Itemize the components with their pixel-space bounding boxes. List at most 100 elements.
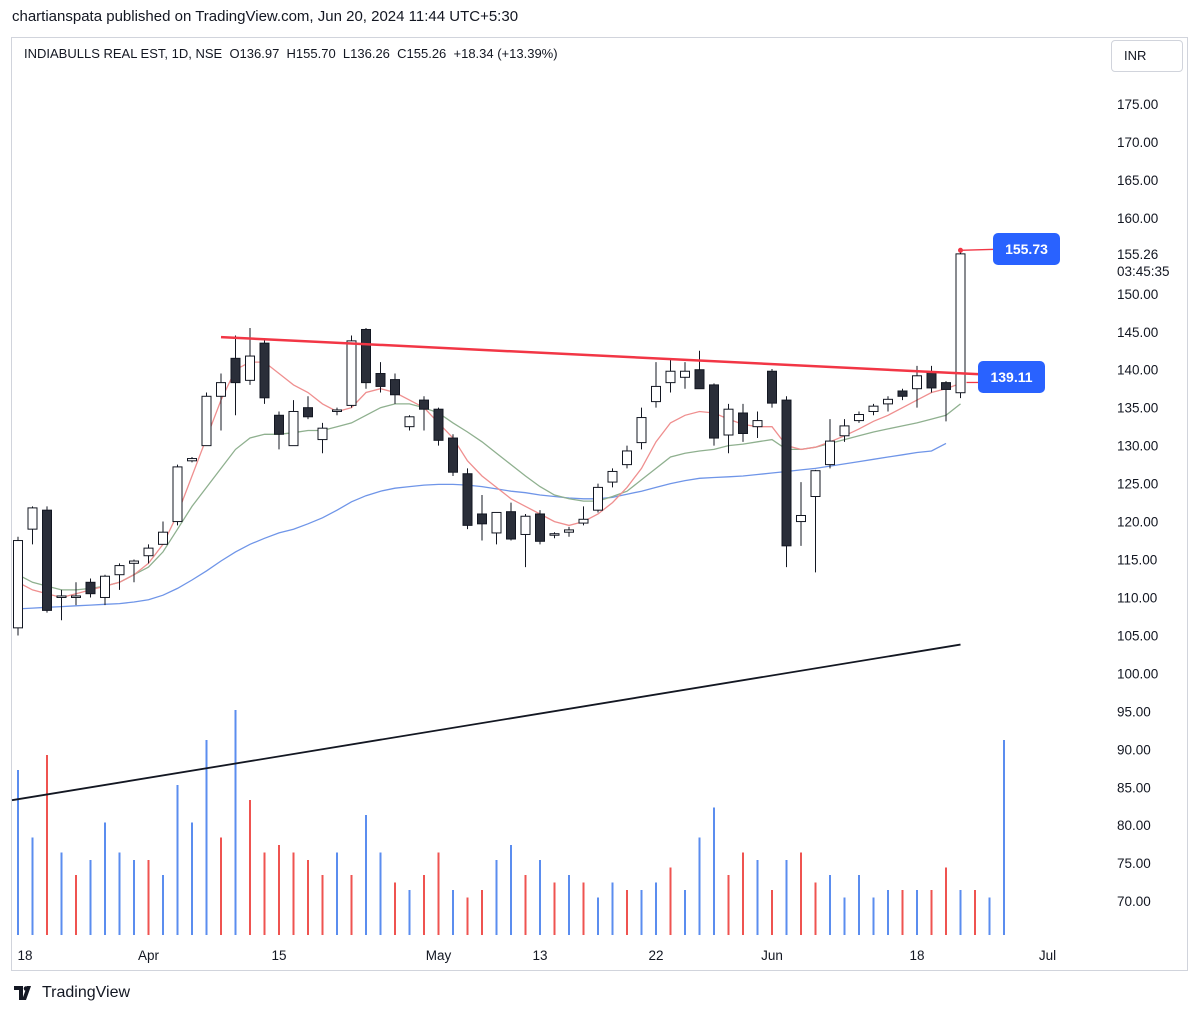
candle-up [404,416,415,428]
tradingview-brand: TradingView [14,984,130,1002]
candle-up [723,408,734,436]
candle-up [56,595,67,598]
price-tick-label: 75.00 [1117,856,1151,871]
symbol-legend: INDIABULLS REAL EST, 1D, NSE O136.97 H15… [24,46,558,61]
candle-up [288,410,299,447]
currency-button[interactable]: INR [1111,40,1183,72]
candle-up [187,458,197,462]
price-tick-label: 140.00 [1117,363,1158,378]
price-label-box [993,233,1060,265]
candle-down [462,473,473,526]
price-tick-label: 130.00 [1117,439,1158,454]
time-tick-label: 22 [648,948,663,963]
candle-up [13,540,23,629]
time-tick-label: 13 [532,948,547,963]
candle-down [738,412,748,434]
candle-down [781,399,792,547]
candle-up [100,575,110,598]
candle-down [274,414,284,435]
candle-up [868,405,879,412]
candle-down [42,509,52,611]
candle-up [651,385,661,403]
time-tick-label: 18 [17,948,32,963]
candle-up [752,420,763,428]
candle-up [810,470,821,498]
last-price-label: 155.26 [1117,247,1158,262]
price-label-text: 155.73 [1005,241,1048,257]
price-tick-label: 135.00 [1117,401,1158,416]
candle-down [361,328,371,384]
candle-up [317,427,328,441]
price-tick-label: 80.00 [1117,818,1151,833]
price-tick-label: 115.00 [1117,553,1157,568]
time-tick-label: 18 [909,948,924,963]
candle-up [172,466,183,523]
ma-long-line [11,643,961,802]
candle-down [506,511,516,540]
candle-down [390,379,400,396]
price-tick-label: 110.00 [1117,590,1157,605]
time-tick-label: Apr [138,948,160,963]
price-tick-label: 125.00 [1117,477,1158,492]
candle-up [201,395,212,447]
time-tick-label: 15 [271,948,286,963]
price-tick-label: 70.00 [1117,894,1151,909]
candle-up [332,409,342,412]
price-tick-label: 160.00 [1117,211,1158,226]
tradingview-label: TradingView [42,984,131,1001]
candle-up [912,375,922,390]
candle-down [230,357,241,384]
chart-frame [11,37,1188,971]
candle-up [578,518,589,524]
price-tick-label: 165.00 [1117,173,1158,188]
price-tick-label: 85.00 [1117,780,1151,795]
candle-up [883,398,893,405]
candle-up [27,507,38,530]
candle-down [709,384,719,439]
resistance-trendline [220,335,981,376]
countdown-label: 03:45:35 [1117,264,1170,279]
candle-up [564,529,574,533]
candle-down [419,399,429,410]
price-tick-label: 90.00 [1117,742,1151,757]
candle-down [85,581,96,595]
time-tick-label: Jul [1039,948,1056,963]
price-tick-label: 175.00 [1117,97,1158,112]
candle-up [114,565,125,576]
candle-down [941,382,951,390]
price-tick-label: 100.00 [1117,666,1158,681]
tradingview-logo-icon [14,986,31,1000]
price-tick-label: 145.00 [1117,325,1158,340]
candle-up [129,560,139,564]
price-tick-label: 105.00 [1117,628,1158,643]
candle-up [346,340,357,406]
candle-down [433,408,444,441]
candle-down [767,370,777,404]
candle-up [622,450,632,466]
candle-down [375,373,386,387]
price-tick-label: 170.00 [1117,135,1158,150]
candle-down [535,513,545,542]
candle-up [71,595,81,598]
time-tick-label: May [426,948,452,963]
candle-up [245,355,255,381]
ohlc-values: O136.97 H155.70 L136.26 C155.26 +18.34 (… [229,46,558,61]
high-connector [960,248,996,251]
candle-up [955,253,966,394]
candle-up [825,440,835,466]
candle-down [897,390,908,397]
symbol-name: INDIABULLS REAL EST, 1D, NSE [24,46,223,61]
candle-up [854,414,864,422]
price-label-text: 139.11 [990,369,1032,385]
candle-up [143,547,154,557]
candle-up [593,486,603,511]
candle-down [448,437,458,473]
candle-up [665,370,676,384]
price-label-box [978,361,1045,393]
candle-down [694,369,705,390]
candle-down [259,342,270,399]
candle-down [926,371,937,389]
candle-up [839,425,850,437]
candle-up [216,382,226,397]
